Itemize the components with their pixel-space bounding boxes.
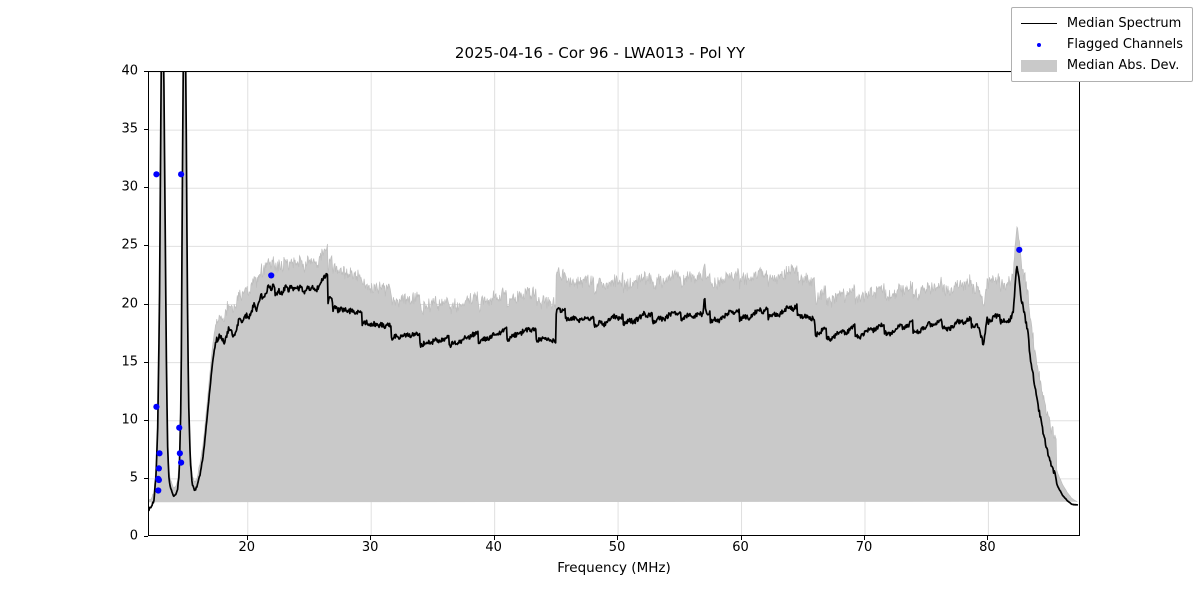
spectrum-plot-svg — [149, 72, 1079, 535]
x-tick-label: 60 — [732, 540, 749, 555]
x-tick-label: 80 — [979, 540, 996, 555]
legend-label-median-abs-dev: Median Abs. Dev. — [1066, 58, 1180, 73]
x-tick-label: 50 — [608, 540, 626, 555]
x-tick-mark — [617, 536, 619, 540]
y-tick-mark — [144, 536, 148, 537]
x-tick-label: 20 — [238, 540, 256, 555]
x-tick-mark — [987, 536, 989, 540]
x-tick-mark — [493, 536, 495, 540]
legend-label-median-spectrum: Median Spectrum — [1066, 16, 1182, 31]
line-swatch-icon — [1019, 17, 1059, 31]
y-tick-mark — [144, 361, 148, 363]
y-tick-mark — [144, 477, 148, 479]
y-tick-mark — [144, 245, 148, 247]
legend-item-median-spectrum: Median Spectrum — [1019, 13, 1183, 34]
legend: Median Spectrum Flagged Channels Median … — [1010, 7, 1193, 82]
legend-item-flagged-channels: Flagged Channels — [1019, 34, 1183, 55]
mad-band — [149, 72, 1078, 503]
y-tick-mark — [144, 71, 148, 72]
legend-label-flagged-channels: Flagged Channels — [1066, 37, 1183, 52]
y-tick-label: 40 — [121, 63, 138, 79]
x-tick-label: 30 — [361, 540, 379, 555]
y-tick-label: 15 — [121, 354, 138, 370]
x-axis-label: Frequency (MHz) — [557, 560, 671, 576]
plot-area — [148, 71, 1080, 536]
median-spectrum-line — [149, 72, 1079, 512]
x-tick-label: 70 — [855, 540, 873, 555]
band-swatch-icon — [1019, 59, 1059, 73]
y-tick-mark — [144, 129, 148, 131]
y-tick-label: 0 — [129, 528, 138, 544]
dot-swatch-icon — [1019, 38, 1059, 52]
y-tick-label: 20 — [121, 296, 138, 311]
page-title: 2025-04-16 - Cor 96 - LWA013 - Pol YY — [454, 44, 746, 62]
x-tick-mark — [246, 536, 248, 540]
y-tick-label: 25 — [121, 237, 138, 253]
legend-item-median-abs-dev: Median Abs. Dev. — [1019, 55, 1183, 76]
x-tick-mark — [740, 536, 742, 540]
y-tick-mark — [144, 187, 148, 189]
y-tick-label: 10 — [121, 412, 138, 428]
y-tick-label: 30 — [121, 179, 138, 195]
y-tick-mark — [144, 303, 148, 305]
y-tick-label: 35 — [121, 121, 138, 137]
y-tick-label: 5 — [129, 470, 138, 486]
y-tick-mark — [144, 419, 148, 421]
x-tick-mark — [370, 536, 372, 540]
x-tick-label: 40 — [485, 540, 502, 555]
flagged-channels-markers — [153, 171, 1023, 494]
x-tick-mark — [863, 536, 865, 540]
